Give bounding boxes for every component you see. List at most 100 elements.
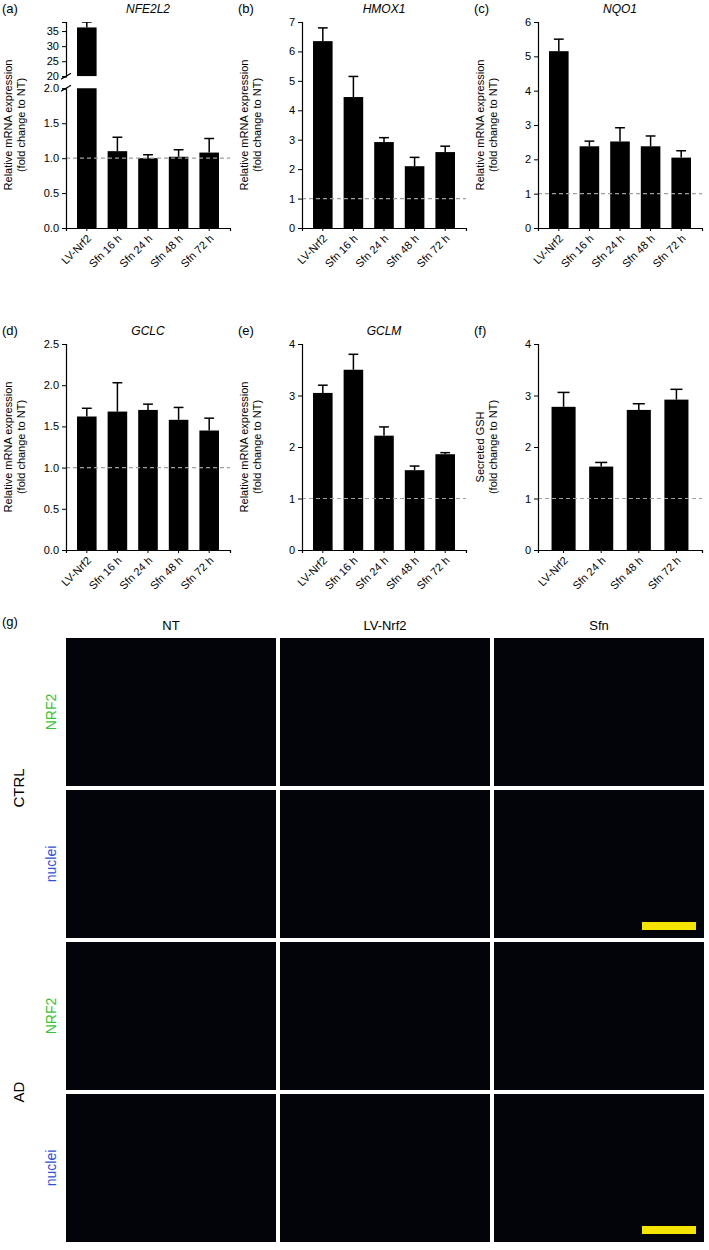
chart-title: NFE2L2: [126, 2, 170, 16]
y-tick-mark: [298, 228, 302, 229]
y-tick: 1: [289, 493, 302, 505]
plot-area: [538, 39, 702, 228]
y-tick-label: 4: [289, 338, 295, 350]
y-tick-mark: [298, 447, 302, 448]
micrograph: [66, 1094, 276, 1242]
y-tick: 3: [525, 119, 538, 131]
y-tick: 6: [289, 45, 302, 57]
bar: [671, 158, 691, 228]
error-line: [117, 383, 119, 412]
x-tick-mark: [563, 550, 564, 553]
error-line: [178, 407, 180, 419]
x-tick-mark: [384, 550, 385, 553]
chart-panel: 01234567LV-Nrf2Sfn 16 hSfn 24 hSfn 48 hS…: [238, 1, 467, 270]
x-tick-mark: [589, 228, 590, 231]
x-tick-mark: [148, 550, 149, 553]
y-tick-mark: [62, 385, 66, 386]
chart-panel: 0.00.51.01.52.02.5LV-Nrf2Sfn 16 hSfn 24 …: [2, 323, 231, 592]
error-cap: [143, 403, 153, 405]
x-tick-label: Sfn 48 h: [148, 554, 185, 591]
error-bar: [670, 389, 682, 399]
y-tick: 0.0: [44, 222, 66, 234]
x-tick-mark: [681, 228, 682, 231]
x-tick-label: Sfn 24 h: [589, 232, 626, 269]
micrograph: [66, 942, 276, 1090]
micrograph: [280, 1094, 490, 1242]
x-tick-mark: [209, 550, 210, 553]
y-tick-mark: [298, 169, 302, 170]
error-cap: [633, 403, 645, 405]
error-line: [322, 385, 324, 393]
bar: [138, 410, 158, 550]
error-bar: [318, 385, 328, 393]
y-tick: 1.5: [44, 420, 66, 432]
panel-label: (f): [474, 323, 486, 338]
x-tick-label: Sfn 72 h: [414, 232, 451, 269]
y-tick: 4: [525, 85, 538, 97]
bar: [77, 27, 97, 76]
plot-area: [66, 383, 230, 550]
x-tick: Sfn 72 h: [650, 228, 687, 270]
y-tick-label: 35: [47, 25, 59, 37]
x-axis-line: [303, 551, 467, 554]
error-cap: [143, 154, 153, 156]
x-tick-mark: [117, 550, 118, 553]
y-axis-line: [298, 345, 303, 551]
y-tick: 5: [289, 75, 302, 87]
y-axis-title: (fold change to NT): [487, 78, 499, 172]
error-cap: [318, 27, 328, 29]
bar: [77, 417, 97, 550]
error-cap: [595, 462, 607, 464]
error-bar: [595, 462, 607, 466]
x-tick-label: Sfn 72 h: [178, 554, 215, 591]
y-tick-label: 2.0: [44, 82, 59, 94]
y-tick: 25: [47, 55, 66, 67]
x-tick: Sfn 72 h: [178, 550, 215, 592]
y-tick-mark: [534, 447, 538, 448]
error-line: [353, 76, 355, 97]
row-label: NRF2: [43, 998, 59, 1035]
y-tick-label: 0.5: [44, 187, 59, 199]
error-cap: [82, 22, 92, 23]
y-tick-mark: [534, 550, 538, 551]
error-bar: [615, 128, 625, 142]
y-tick: 0: [525, 222, 538, 234]
x-tick-mark: [86, 550, 87, 553]
x-axis-line: [539, 551, 703, 554]
bar: [169, 157, 189, 228]
panel-label: (d): [2, 323, 18, 338]
group-label: AD: [10, 1081, 27, 1102]
x-tick-mark: [445, 550, 446, 553]
error-cap: [318, 384, 328, 386]
x-tick-mark: [117, 228, 118, 231]
panel-label: (b): [238, 1, 254, 16]
error-bar: [204, 418, 214, 430]
chart-title: GCLC: [131, 324, 165, 338]
reference-line: [66, 158, 230, 159]
y-tick: 1: [525, 188, 538, 200]
y-tick-label: 7: [289, 16, 295, 28]
reference-line: [302, 498, 466, 499]
row-label: nuclei: [43, 1150, 59, 1187]
y-tick-label: 6: [525, 16, 531, 28]
y-tick: 0.0: [44, 544, 66, 556]
chart-title: NQO1: [603, 2, 637, 16]
error-cap: [174, 407, 184, 409]
x-axis: LV-Nrf2Sfn 16 hSfn 24 hSfn 48 hSfn 72 h: [59, 228, 231, 270]
y-tick: 0.5: [44, 187, 66, 199]
error-bar: [82, 408, 92, 416]
error-cap: [440, 145, 450, 147]
y-tick: 7: [289, 16, 302, 28]
y-tick-mark: [534, 125, 538, 126]
error-bar: [113, 137, 123, 151]
y-tick-label: 4: [525, 85, 531, 97]
error-cap: [204, 138, 214, 140]
reference-line: [538, 193, 702, 194]
y-tick: 20: [47, 70, 66, 82]
error-bar: [379, 138, 389, 142]
error-line: [650, 136, 652, 146]
row-label: NRF2: [43, 694, 59, 731]
bar: [405, 166, 425, 228]
error-bar: [318, 28, 328, 41]
y-tick-label: 5: [525, 50, 531, 62]
